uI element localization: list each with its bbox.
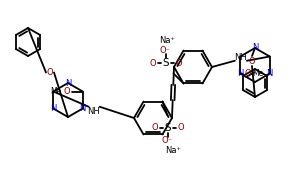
Text: O: O [175,59,182,68]
Text: N: N [237,69,244,78]
Text: N: N [80,104,86,113]
Text: Me: Me [253,69,264,78]
Text: S: S [164,122,171,133]
Text: N: N [267,69,273,78]
Text: Na⁺: Na⁺ [166,146,181,155]
Text: O: O [149,59,156,68]
Text: NH: NH [234,53,247,62]
Text: O: O [63,87,70,96]
Text: Me: Me [50,87,61,96]
Text: O: O [245,69,252,78]
Text: O: O [177,123,184,132]
Text: O: O [151,123,158,132]
Text: O: O [47,68,53,77]
Text: N: N [50,104,57,113]
Text: N: N [252,43,258,52]
Text: N: N [65,79,71,88]
Text: O: O [249,57,255,66]
Text: Na⁺: Na⁺ [159,36,176,45]
Text: NH: NH [87,107,100,116]
Text: O⁻: O⁻ [160,46,171,55]
Text: S: S [162,58,169,69]
Text: O⁻: O⁻ [162,136,173,145]
